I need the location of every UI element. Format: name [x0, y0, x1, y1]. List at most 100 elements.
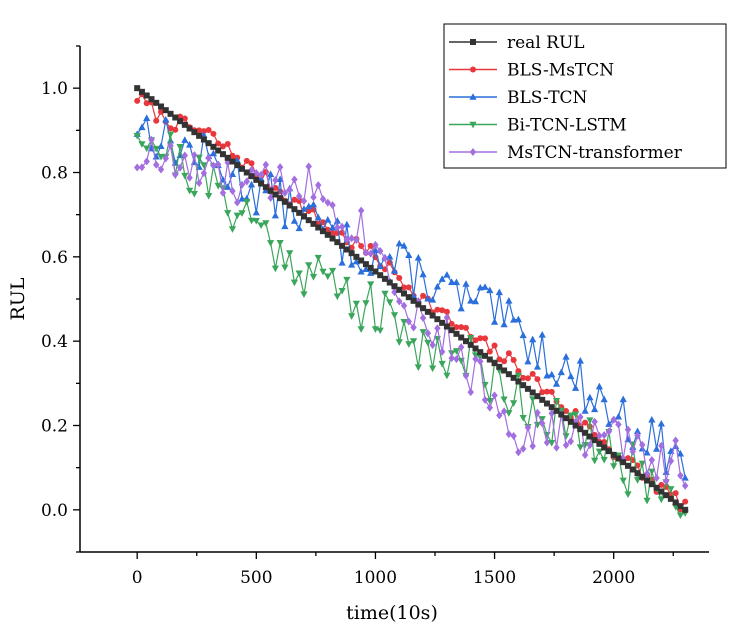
data-point — [133, 132, 141, 140]
data-point — [224, 154, 231, 161]
data-point — [209, 149, 218, 157]
data-point — [657, 419, 665, 427]
data-point — [610, 451, 617, 458]
data-point — [328, 267, 337, 275]
data-point — [481, 395, 489, 404]
data-point — [477, 335, 484, 342]
data-point — [210, 161, 217, 170]
data-point — [562, 353, 570, 360]
data-point — [300, 196, 308, 205]
data-point — [571, 411, 580, 419]
data-point — [586, 441, 594, 450]
data-point — [433, 282, 441, 290]
data-point — [520, 374, 527, 381]
data-point — [515, 368, 522, 375]
data-point — [277, 195, 284, 202]
data-point — [672, 436, 679, 445]
legend-marker — [469, 148, 477, 156]
data-point — [333, 293, 341, 301]
data-point — [443, 372, 451, 380]
data-point — [343, 246, 350, 253]
data-point — [405, 294, 412, 301]
data-point — [395, 339, 403, 346]
data-point — [482, 335, 489, 342]
data-point — [438, 347, 446, 356]
data-point — [353, 235, 360, 244]
data-point — [405, 317, 412, 326]
data-point — [224, 158, 231, 167]
data-point — [324, 231, 331, 238]
data-point — [238, 180, 246, 189]
data-point — [458, 334, 465, 341]
data-point — [467, 388, 474, 397]
data-point — [505, 410, 513, 417]
data-point — [419, 270, 427, 278]
data-point — [624, 425, 632, 434]
data-point — [305, 202, 313, 210]
data-point — [258, 180, 265, 187]
data-point — [319, 268, 327, 276]
data-point — [591, 431, 598, 438]
data-point — [557, 368, 565, 376]
data-point — [434, 324, 441, 333]
data-point — [381, 275, 388, 282]
data-point — [510, 431, 517, 440]
data-point — [219, 185, 227, 193]
data-point — [390, 267, 399, 274]
data-point — [439, 307, 446, 314]
data-point — [472, 345, 479, 352]
data-point — [286, 202, 293, 209]
data-point — [505, 297, 513, 304]
data-point — [381, 253, 389, 262]
data-point — [443, 308, 450, 315]
data-point — [529, 370, 536, 377]
data-point — [663, 492, 670, 499]
data-point — [253, 176, 260, 183]
data-point — [172, 114, 179, 121]
data-point — [591, 457, 599, 465]
data-point — [486, 348, 493, 355]
data-point — [138, 163, 146, 172]
data-point — [143, 145, 151, 153]
data-point — [229, 187, 236, 196]
data-point — [400, 301, 408, 310]
data-point — [629, 447, 636, 456]
data-point — [367, 281, 375, 289]
data-point — [252, 217, 260, 225]
data-point — [438, 360, 446, 368]
data-point — [181, 121, 188, 128]
data-point — [567, 418, 574, 425]
data-point — [610, 463, 618, 470]
data-point — [247, 180, 256, 188]
data-point — [286, 185, 293, 194]
data-point — [358, 242, 365, 249]
data-point — [148, 135, 155, 144]
data-point — [134, 85, 141, 92]
data-point — [181, 136, 189, 143]
data-point — [553, 407, 560, 414]
data-point — [443, 323, 450, 330]
data-point — [286, 250, 294, 257]
series-line-mstcn-transformer — [137, 139, 686, 487]
data-point — [295, 270, 303, 278]
data-point — [257, 222, 265, 230]
data-point — [677, 471, 684, 480]
data-point — [543, 438, 551, 447]
data-point — [548, 409, 555, 418]
data-point — [300, 291, 308, 298]
data-point — [401, 284, 408, 291]
data-point — [410, 297, 417, 304]
data-point — [334, 239, 341, 246]
data-point — [648, 481, 655, 488]
data-point — [324, 216, 332, 223]
data-point — [591, 417, 598, 426]
y-tick-label: 0.2 — [41, 417, 68, 437]
data-point — [343, 235, 351, 244]
data-point — [310, 220, 317, 227]
data-point — [185, 140, 194, 148]
data-point — [419, 329, 427, 336]
series-real-rul — [134, 85, 689, 513]
data-point — [233, 212, 241, 220]
data-point — [533, 363, 542, 370]
